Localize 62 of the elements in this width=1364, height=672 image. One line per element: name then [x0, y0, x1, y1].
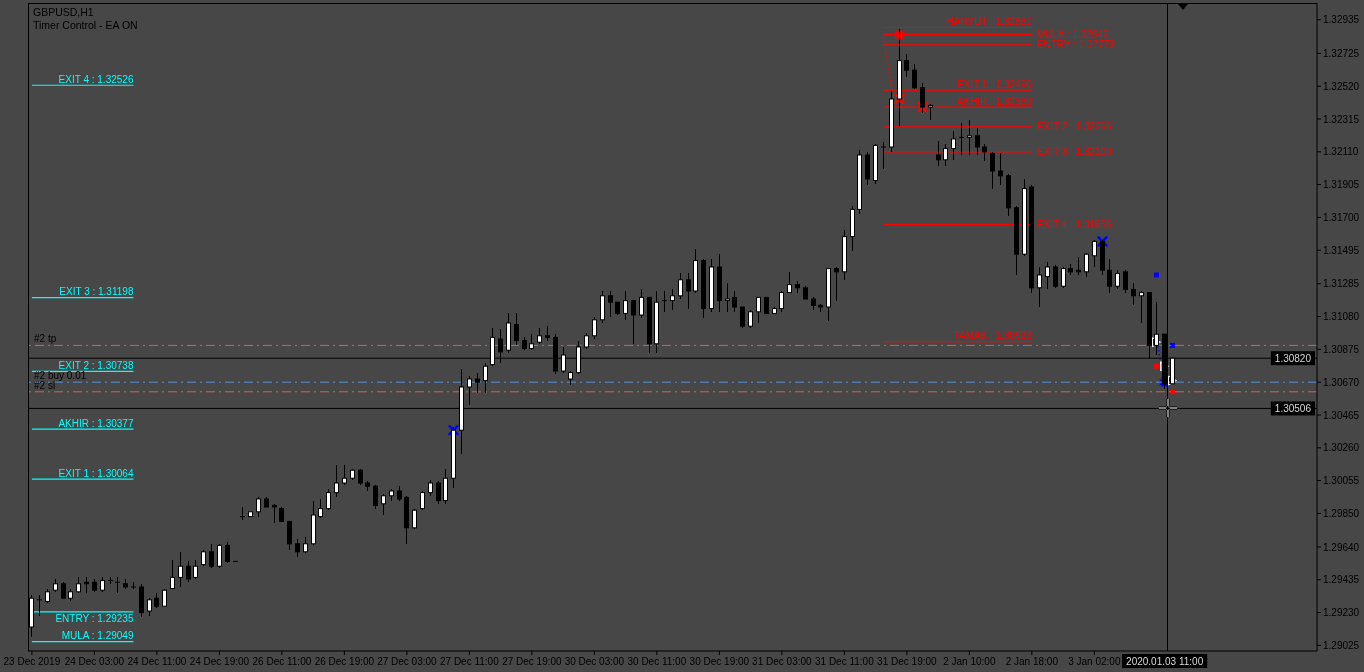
ref-line-label: EXIT 1 : 1.30064 [58, 467, 134, 479]
ref-line-label: TAMAK : 1.30923 [953, 330, 1033, 342]
y-tick-label: 1.32725 [1323, 47, 1360, 59]
ref-line-label: HANYUT : 1.32887 [946, 15, 1033, 27]
ref-line-label: 1.30820 [1274, 352, 1312, 364]
ref-line-label: EXIT 4 : 1.31656 [1036, 218, 1113, 230]
y-tick-label: 1.31495 [1323, 244, 1360, 256]
ref-line-label: EXIT 4 : 1.32526 [58, 73, 134, 85]
ref-line-label: ENTRY : 1.32779 [1036, 39, 1116, 51]
ref-line-label: #2 sl [34, 379, 56, 391]
x-tick-label: 30 Dec 11:00 [627, 656, 687, 667]
x-tick-label: 2020.01.03 11:00 [1126, 655, 1204, 667]
y-tick-label: 1.31080 [1323, 311, 1360, 323]
y-tick-label: 1.29230 [1323, 607, 1360, 619]
y-tick-label: 1.32110 [1323, 146, 1359, 158]
ref-line-label: MULA : 1.32842 [1036, 29, 1110, 41]
y-tick-label: 1.29025 [1323, 639, 1360, 651]
y-tick-label: 1.31700 [1323, 211, 1360, 223]
ref-line-label: #2 buy 0.01 [34, 370, 87, 382]
y-tick-label: 1.29640 [1323, 541, 1360, 553]
text: Timer Control - EA ON [33, 19, 138, 32]
x-tick-label: 27 Dec 03:00 [377, 656, 438, 667]
x-tick-label: 30 Dec 19:00 [689, 656, 750, 667]
ref-line-label: 1.30506 [1274, 402, 1312, 414]
ref-line-label: AKHIR : 1.32389 [956, 95, 1033, 107]
x-tick-label: 3 Jan 02:00 [1068, 656, 1121, 667]
y-tick-label: 1.32520 [1323, 80, 1360, 92]
x-tick-label: 27 Dec 19:00 [502, 656, 563, 667]
x-tick-label: 26 Dec 19:00 [314, 656, 375, 667]
ref-line-label: EXIT 3 : 1.32109 [1036, 146, 1113, 158]
ref-line-label: AKHIR : 1.30377 [58, 417, 134, 429]
ref-line-label: ENTRY : 1.29235 [55, 613, 134, 625]
y-tick-label: 1.29435 [1323, 574, 1360, 586]
x-tick-label: 24 Dec 19:00 [189, 656, 250, 667]
y-tick-label: 1.31905 [1323, 179, 1360, 191]
y-tick-label: 1.32935 [1323, 14, 1360, 26]
y-tick-label: 1.31285 [1323, 278, 1360, 290]
y-tick-label: 1.29850 [1323, 507, 1360, 519]
x-tick-label: 31 Dec 03:00 [752, 656, 813, 667]
x-tick-label: 2 Jan 10:00 [943, 656, 996, 667]
x-tick-label: 24 Dec 03:00 [64, 656, 125, 667]
x-tick-label: 31 Dec 11:00 [814, 656, 875, 667]
x-tick-label: 27 Dec 11:00 [440, 656, 500, 667]
y-tick-label: 1.30670 [1323, 376, 1360, 388]
y-tick-label: 1.30260 [1323, 442, 1360, 454]
x-tick-label: 31 Dec 19:00 [877, 656, 938, 667]
x-tick-label: 2 Jan 18:00 [1005, 656, 1059, 667]
y-tick-label: 1.30465 [1323, 409, 1360, 421]
x-tick-label: 30 Dec 03:00 [564, 656, 625, 667]
y-tick-label: 1.30875 [1323, 343, 1360, 355]
x-tick-label: 24 Dec 11:00 [127, 656, 187, 667]
x-tick-label: 23 Dec 2019 [3, 656, 61, 667]
y-tick-label: 1.30055 [1323, 475, 1360, 487]
ref-line-label: #2 tp [34, 333, 57, 345]
ref-line-label: EXIT 3 : 1.31198 [59, 286, 134, 298]
y-tick-label: 1.32315 [1323, 113, 1360, 125]
ref-line-label: MULA : 1.29049 [61, 630, 134, 642]
chart-title: GBPUSD,H1 [33, 6, 95, 19]
ref-line-label: EXIT 1 : 1.32496 [956, 78, 1033, 90]
ref-line-label: EXIT 2 : 1.30738 [58, 359, 134, 371]
x-tick-label: 26 Dec 11:00 [252, 656, 312, 667]
ref-line-label: EXIT 2 : 1.32266 [1036, 121, 1113, 133]
